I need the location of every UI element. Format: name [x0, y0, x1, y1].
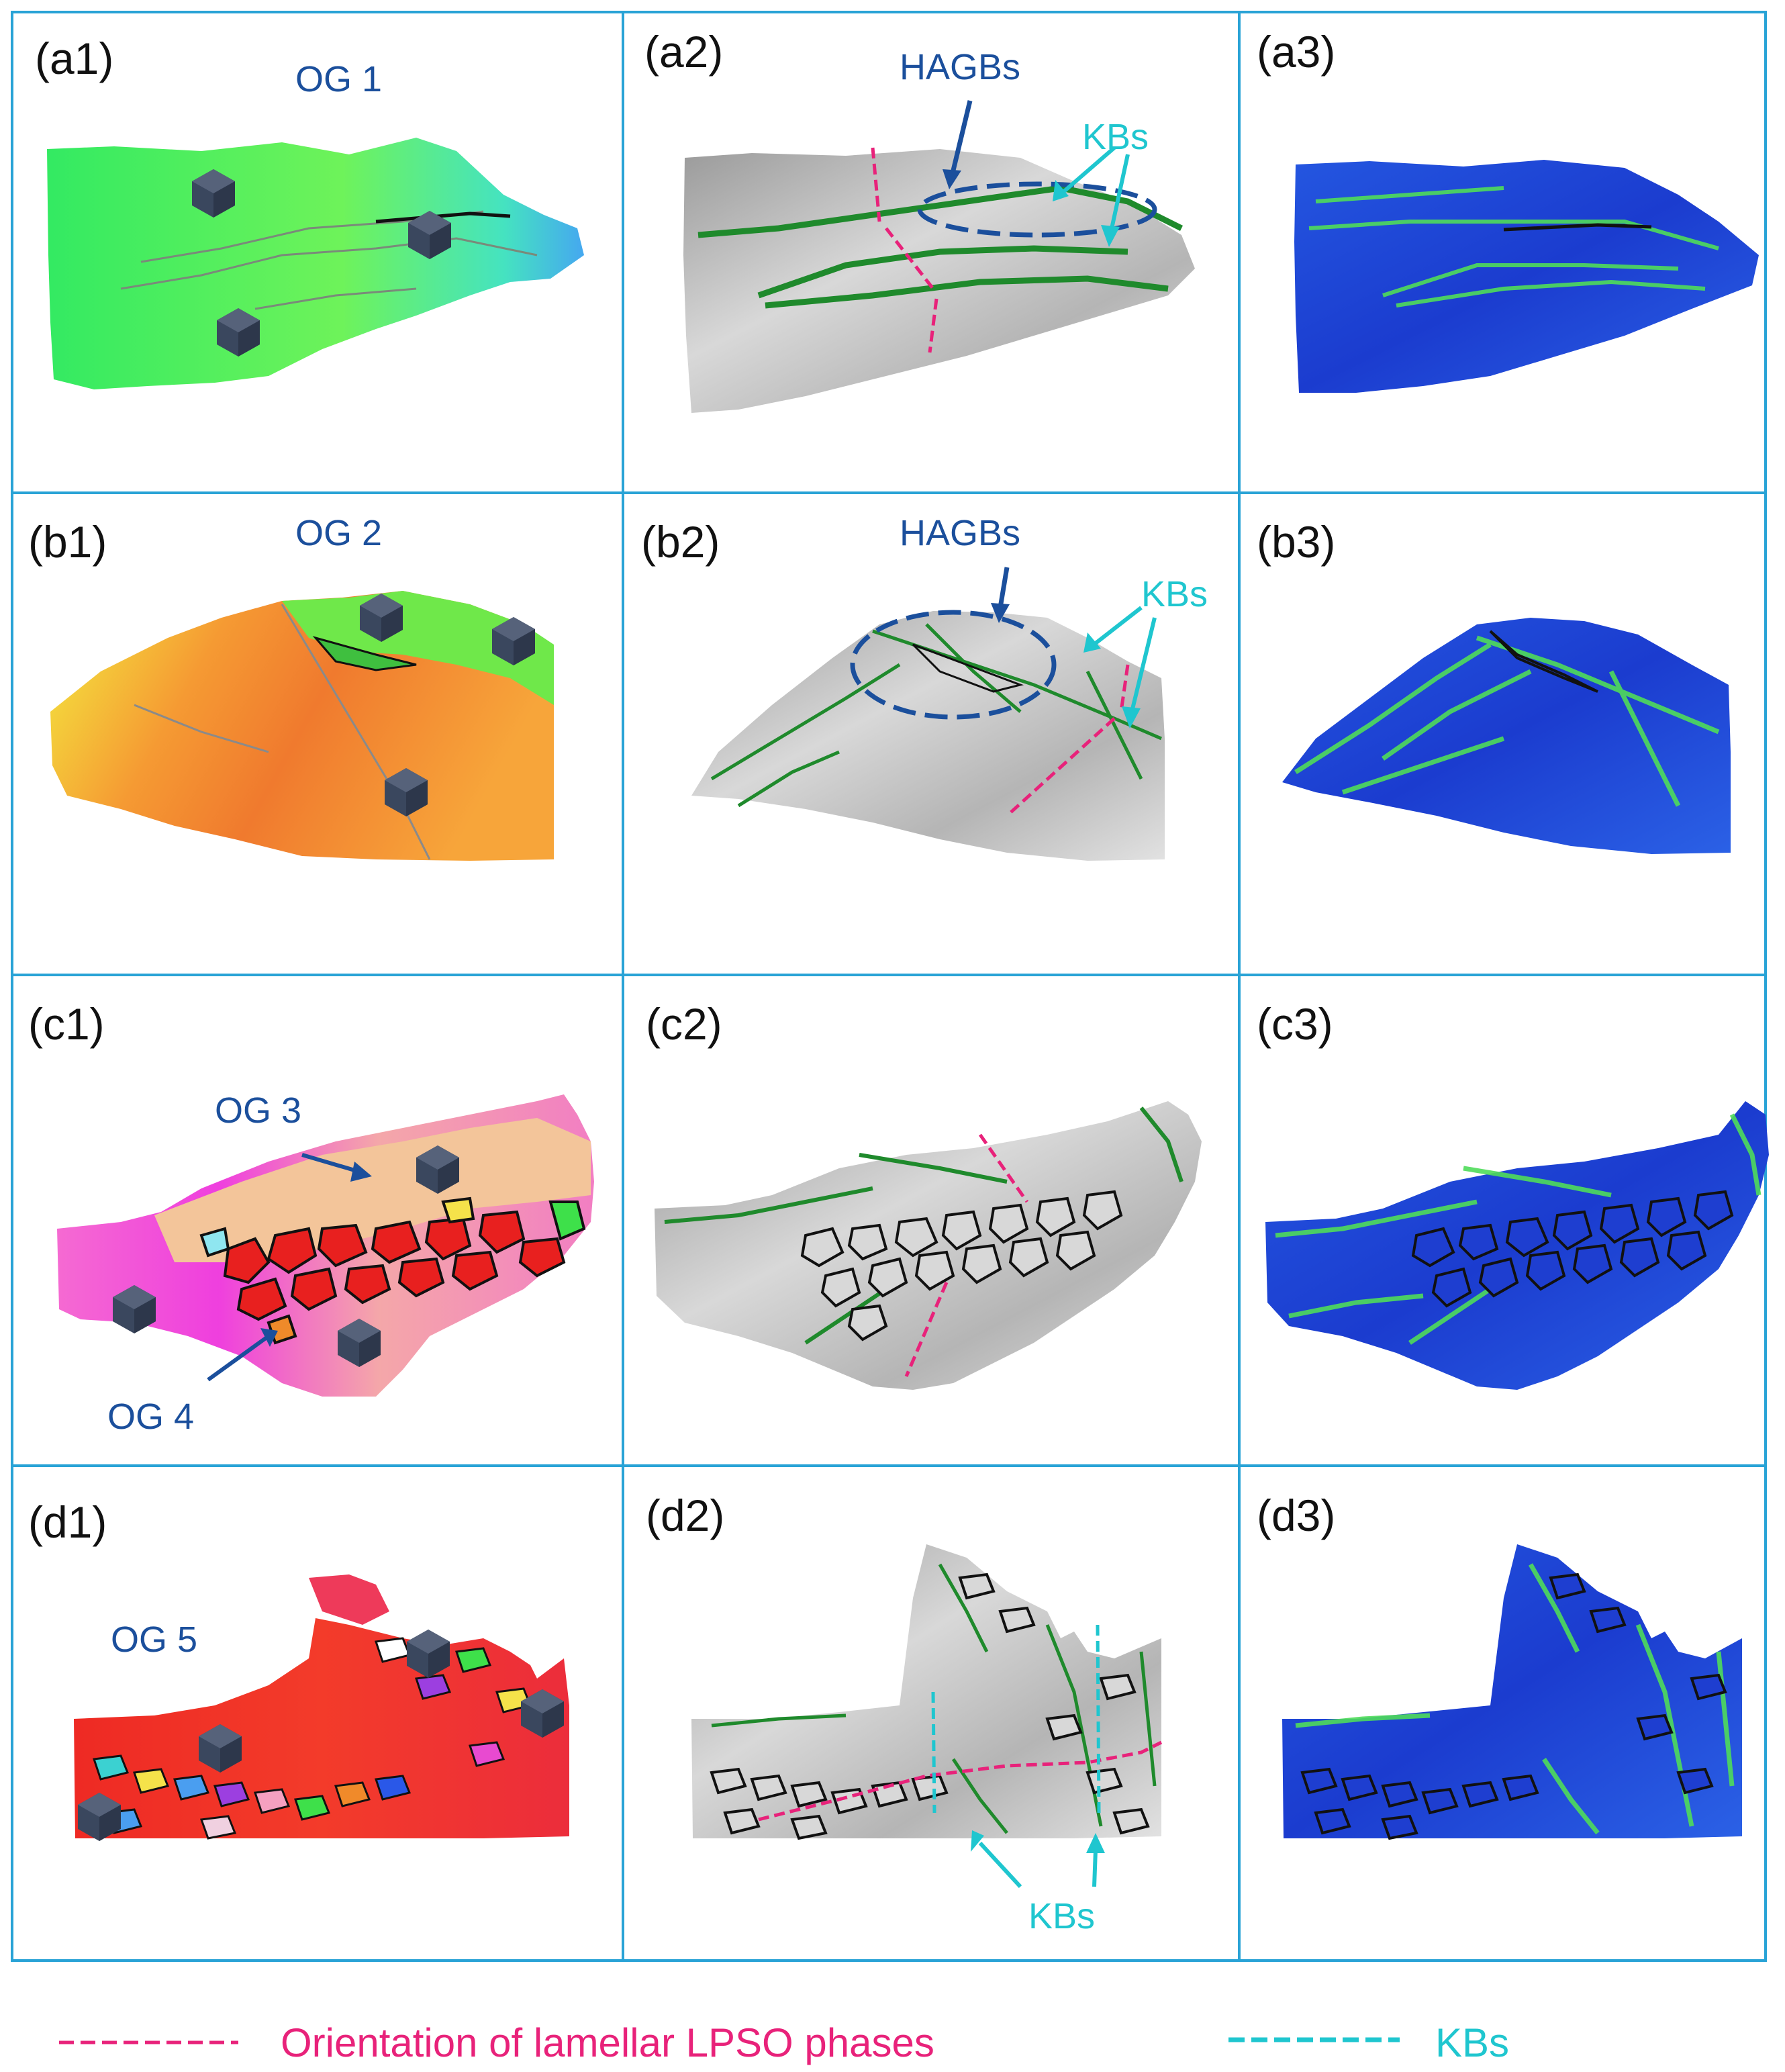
- panel-label-c1: (c1): [28, 999, 105, 1049]
- panel-a2: (a2) HAGBs KBs: [644, 27, 1195, 413]
- panel-d1: (d1) OG 5: [28, 1497, 569, 1841]
- panel-label-c2: (c2): [646, 999, 722, 1049]
- a2-hagbs-label: HAGBs: [900, 47, 1020, 87]
- panel-a3: (a3): [1257, 27, 1759, 393]
- panel-b3: (b3): [1257, 517, 1731, 854]
- panel-c1: (c1) OG 3 OG 4: [28, 999, 594, 1437]
- legend-lpso-label: Orientation of lamellar LPSO phases: [281, 2020, 934, 2065]
- map-d3: [1282, 1544, 1742, 1838]
- panel-label-d2: (d2): [646, 1491, 724, 1540]
- panel-d2: (d2) KBs: [646, 1491, 1163, 1936]
- map-b3: [1282, 618, 1731, 854]
- panel-d3: (d3): [1257, 1491, 1742, 1840]
- og5-label: OG 5: [111, 1619, 197, 1660]
- panel-c3: (c3): [1257, 999, 1769, 1390]
- panel-b1: (b1) OG 2: [28, 513, 554, 861]
- kam-map-b2: [691, 611, 1165, 861]
- panel-grid: [11, 11, 1767, 1962]
- panel-label-d1: (d1): [28, 1497, 107, 1547]
- panel-label-a2: (a2): [644, 27, 723, 77]
- kam-map-a2: [683, 149, 1195, 413]
- ebsd-map-a1: [47, 138, 584, 389]
- panel-c2: (c2): [646, 999, 1202, 1390]
- panel-label-b1: (b1): [28, 517, 107, 567]
- og4-label: OG 4: [107, 1397, 194, 1437]
- panel-label-a1: (a1): [35, 34, 113, 83]
- legend: Orientation of lamellar LPSO phases KBs: [59, 2020, 1509, 2065]
- panel-label-b3: (b3): [1257, 517, 1335, 567]
- a2-kbs-label: KBs: [1082, 117, 1149, 157]
- og2-label: OG 2: [295, 513, 382, 553]
- panel-a1: (a1) OG 1: [35, 34, 584, 389]
- panel-label-b2: (b2): [641, 517, 720, 567]
- panel-label-d3: (d3): [1257, 1491, 1335, 1540]
- panel-label-a3: (a3): [1257, 27, 1335, 77]
- panel-label-c3: (c3): [1257, 999, 1333, 1049]
- og3-label: OG 3: [215, 1090, 301, 1131]
- legend-kbs-label: KBs: [1435, 2020, 1509, 2065]
- b2-kbs-label: KBs: [1141, 574, 1208, 614]
- panel-b2: (b2) HAGBs KBs: [641, 513, 1208, 861]
- og1-label: OG 1: [295, 59, 382, 99]
- map-a3: [1294, 160, 1759, 393]
- d2-kbs-label: KBs: [1028, 1896, 1095, 1936]
- b2-hagbs-label: HAGBs: [900, 513, 1020, 553]
